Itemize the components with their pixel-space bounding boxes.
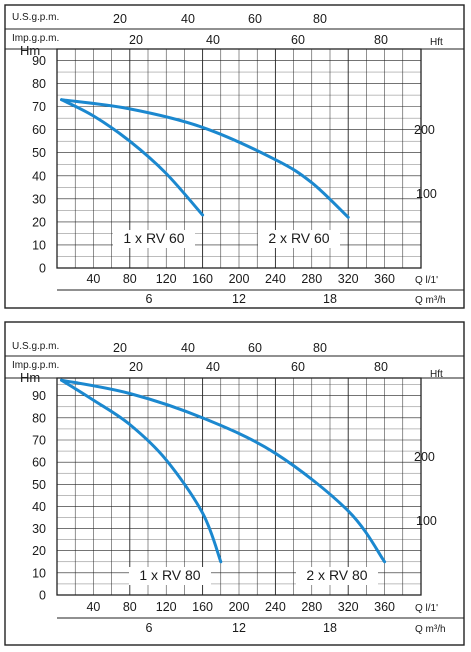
x-axis-label-flow: Q l/1'	[415, 275, 438, 286]
x-tick-label: 200	[229, 272, 250, 286]
x-tick-label: 120	[156, 600, 177, 614]
hft-tick-label: 100	[416, 514, 437, 528]
x-tick-label: 320	[338, 600, 359, 614]
hft-tick-label: 200	[414, 123, 435, 137]
curve-label: 2 x RV 80	[306, 567, 367, 583]
x-tick-label: 280	[301, 600, 322, 614]
pump-curve-1	[60, 378, 223, 564]
plot-grid	[56, 48, 422, 269]
m3h-tick-label: 6	[146, 292, 153, 306]
m3h-tick-label: 6	[146, 621, 153, 635]
x-axis-label-flow: Q l/1'	[415, 603, 438, 614]
chart-panel-1: U.S.g.p.m. Imp.g.p.m. 20 40 60 80 20 40 60 80 Hm 0 1…	[4, 4, 465, 309]
y-tick-label: 0	[39, 262, 46, 276]
us-gpm-tick: 60	[248, 12, 262, 26]
y-tick-label: 50	[32, 146, 46, 160]
x-tick-label: 280	[301, 272, 322, 286]
x-tick-label: 240	[265, 272, 286, 286]
hft-tick-label: 200	[414, 450, 435, 464]
x-tick-label: 80	[123, 600, 137, 614]
x-axis-label-m3h: Q m³/h	[415, 295, 446, 306]
pump-curve-1	[60, 98, 205, 217]
us-gpm-tick: 40	[181, 12, 195, 26]
y-tick-label: 0	[39, 589, 46, 603]
m3h-tick-label: 12	[232, 621, 246, 635]
curve-label-background	[258, 230, 340, 248]
chart-frame	[4, 4, 465, 309]
pump-curve-2	[60, 378, 387, 564]
plot-area	[56, 377, 422, 596]
x-tick-label: 360	[374, 272, 395, 286]
y-tick-label: 70	[32, 434, 46, 448]
y-axis-label-hm: Hm	[20, 43, 40, 58]
plot-area	[56, 48, 422, 269]
y-axis-label-hft: Hft	[430, 369, 443, 380]
y-tick-label: 10	[32, 238, 46, 252]
y-tick-label: 90	[32, 389, 46, 403]
x-tick-label: 240	[265, 600, 286, 614]
curve-label-background	[296, 567, 378, 585]
m3h-tick-label: 12	[232, 292, 246, 306]
y-tick-label: 10	[32, 566, 46, 580]
imp-gpm-tick: 80	[374, 360, 388, 374]
curve-label-background	[113, 230, 195, 248]
x-tick-label: 360	[374, 600, 395, 614]
us-gpm-tick: 20	[113, 341, 127, 355]
curve-label: 2 x RV 60	[268, 230, 329, 246]
x-tick-label: 80	[123, 272, 137, 286]
x-tick-label: 320	[338, 272, 359, 286]
y-tick-label: 80	[32, 411, 46, 425]
y-tick-label: 60	[32, 123, 46, 137]
m3h-tick-label: 18	[323, 292, 337, 306]
chart-frame	[4, 321, 465, 646]
imp-gpm-tick: 20	[129, 33, 143, 47]
x-tick-label: 40	[86, 600, 100, 614]
hft-tick-label: 100	[416, 187, 437, 201]
imp-gpm-label: Imp.g.p.m.	[12, 360, 59, 371]
us-gpm-tick: 20	[113, 12, 127, 26]
x-tick-label: 40	[86, 272, 100, 286]
curve-label: 1 x RV 80	[139, 567, 200, 583]
y-tick-label: 60	[32, 456, 46, 470]
imp-gpm-tick: 40	[206, 33, 220, 47]
y-tick-label: 20	[32, 544, 46, 558]
imp-gpm-tick: 80	[374, 33, 388, 47]
imp-gpm-tick: 40	[206, 360, 220, 374]
imp-gpm-tick: 60	[291, 33, 305, 47]
m3h-tick-label: 18	[323, 621, 337, 635]
us-gpm-label: U.S.g.p.m.	[12, 12, 59, 23]
y-tick-label: 50	[32, 478, 46, 492]
imp-gpm-tick: 60	[291, 360, 305, 374]
y-axis-label-hm: Hm	[20, 370, 40, 385]
pump-curve-2	[60, 98, 350, 219]
us-gpm-tick: 80	[313, 12, 327, 26]
y-tick-label: 70	[32, 100, 46, 114]
x-tick-label: 160	[192, 600, 213, 614]
y-axis-label-hft: Hft	[430, 37, 443, 48]
y-tick-label: 30	[32, 192, 46, 206]
y-tick-label: 90	[32, 54, 46, 68]
us-gpm-tick: 40	[181, 341, 195, 355]
imp-gpm-tick: 20	[129, 360, 143, 374]
y-tick-label: 20	[32, 215, 46, 229]
x-tick-label: 160	[192, 272, 213, 286]
chart-panel-2: U.S.g.p.m. Imp.g.p.m. 20 40 60 80 20 40 60 80 Hm 0 1…	[4, 321, 465, 646]
us-gpm-tick: 80	[313, 341, 327, 355]
y-tick-label: 40	[32, 500, 46, 514]
imp-gpm-label: Imp.g.p.m.	[12, 33, 59, 44]
curve-label: 1 x RV 60	[123, 230, 184, 246]
y-tick-label: 80	[32, 77, 46, 91]
x-tick-label: 200	[229, 600, 250, 614]
x-tick-label: 120	[156, 272, 177, 286]
us-gpm-label: U.S.g.p.m.	[12, 341, 59, 352]
x-axis-label-m3h: Q m³/h	[415, 624, 446, 635]
y-tick-label: 40	[32, 169, 46, 183]
us-gpm-tick: 60	[248, 341, 262, 355]
y-tick-label: 30	[32, 522, 46, 536]
curve-label-background	[129, 567, 211, 585]
